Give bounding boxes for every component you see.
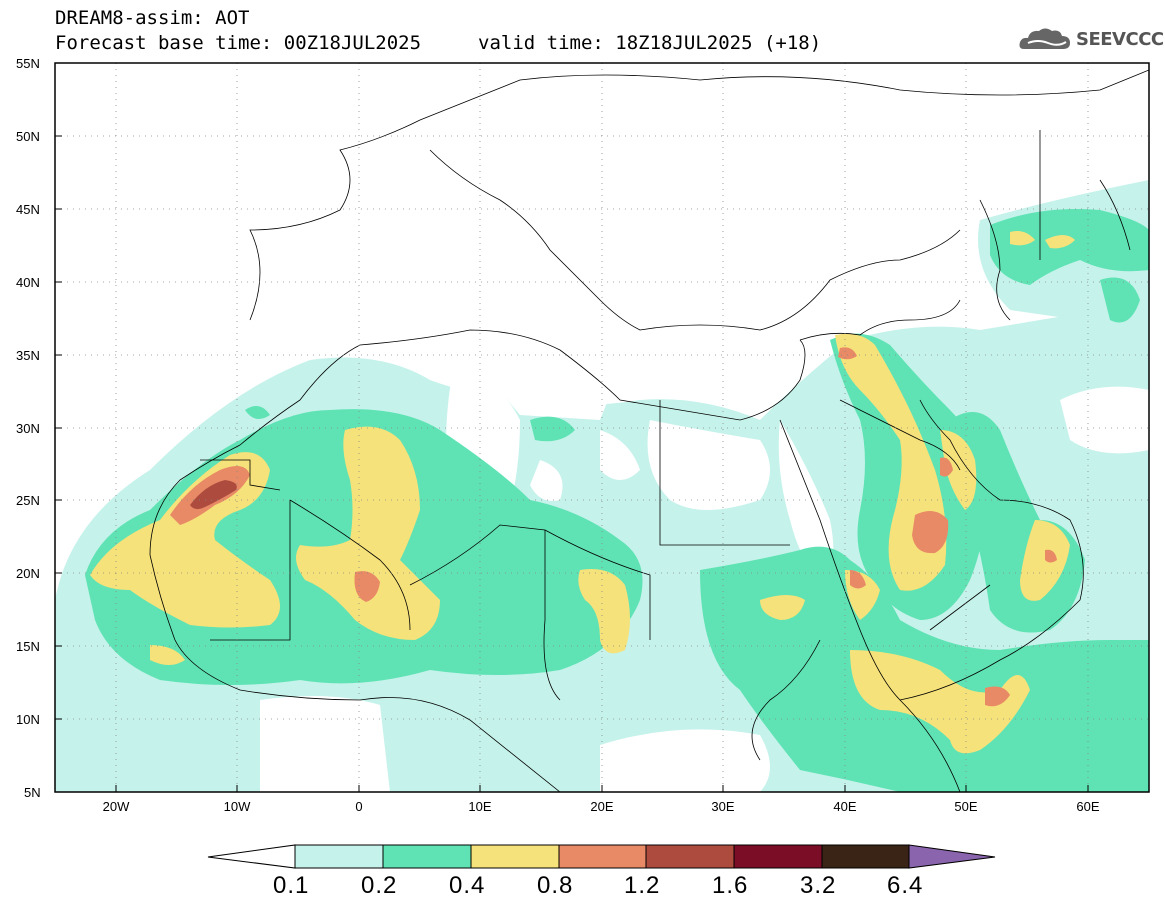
colorbar-label: 6.4 (887, 872, 924, 899)
lat-label-15n: 15N (16, 639, 40, 654)
valid-time: valid time: 18Z18JUL2025 (+18) (478, 32, 822, 54)
colorbar-label: 0.1 (273, 872, 310, 899)
cloud-icon (1019, 28, 1070, 49)
lon-label-10w: 10W (224, 799, 251, 814)
lon-label-20e: 20E (590, 799, 613, 814)
graticule (55, 63, 1149, 792)
map-title: DREAM8-assim: AOT (55, 7, 250, 29)
lat-label-50n: 50N (16, 129, 40, 144)
colorbar-bin-5 (645, 844, 735, 869)
colorbar-bin-4 (558, 844, 647, 869)
colorbar-bin-1 (294, 844, 384, 869)
lat-label-35n: 35N (16, 348, 40, 363)
colorbar-bin-2 (382, 844, 472, 869)
logo-text: SEEVCCC (1076, 29, 1164, 50)
lon-label-50e: 50E (954, 799, 977, 814)
seevccc-logo: SEEVCCC (1018, 25, 1164, 55)
colorbar-label: 1.6 (712, 872, 749, 899)
colorbar-label: 0.2 (361, 872, 398, 899)
lon-label-40e: 40E (833, 799, 856, 814)
lat-label-30n: 30N (16, 421, 40, 436)
colorbar (207, 844, 996, 869)
axis-ticks (55, 62, 1089, 792)
colorbar-bin-6 (733, 844, 823, 869)
lat-label-5n: 5N (24, 785, 41, 800)
lon-label-0: 0 (355, 799, 362, 814)
colorbar-bin-3 (470, 844, 560, 869)
colorbar-label: 0.8 (537, 872, 574, 899)
colorbar-over-triangle (908, 844, 996, 869)
lat-label-45n: 45N (16, 202, 40, 217)
lat-label-25n: 25N (16, 493, 40, 508)
colorbar-bin-7 (821, 844, 910, 869)
lat-label-40n: 40N (16, 275, 40, 290)
lon-label-30e: 30E (711, 799, 734, 814)
colorbar-label: 0.4 (449, 872, 486, 899)
lat-label-55n: 55N (16, 56, 40, 71)
colorbar-label: 1.2 (624, 872, 661, 899)
lat-label-10n: 10N (16, 712, 40, 727)
lon-label-60e: 60E (1076, 799, 1099, 814)
lat-label-20n: 20N (16, 566, 40, 581)
aot-fields (55, 180, 1149, 792)
forecast-base-time: Forecast base time: 00Z18JUL2025 (55, 32, 422, 54)
lon-label-10e: 10E (468, 799, 491, 814)
lon-label-20w: 20W (103, 799, 130, 814)
colorbar-label: 3.2 (800, 872, 837, 899)
coastlines (149, 69, 1149, 792)
colorbar-under-triangle (207, 844, 296, 869)
